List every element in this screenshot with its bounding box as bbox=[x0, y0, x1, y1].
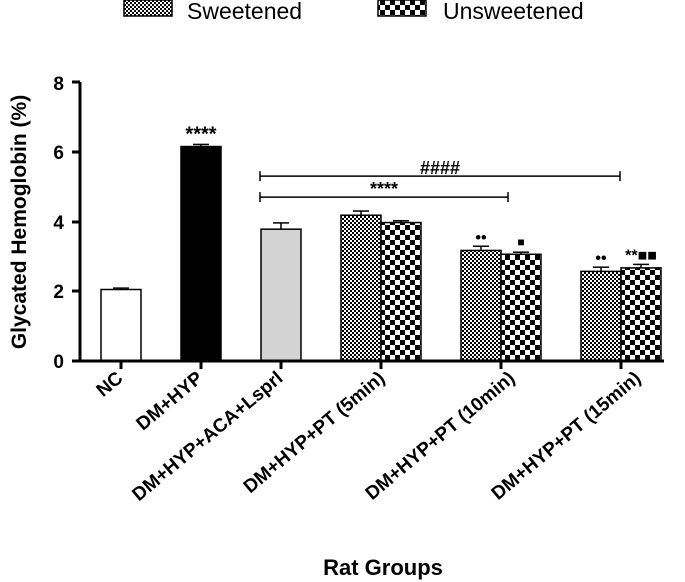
y-tick-label: 0 bbox=[53, 352, 64, 373]
y-tick-label: 4 bbox=[53, 213, 64, 234]
bar bbox=[260, 228, 302, 362]
bracket-label: #### bbox=[420, 158, 460, 178]
y-tick-label: 6 bbox=[53, 143, 64, 164]
legend: Sweetened Unsweetened bbox=[123, 0, 584, 24]
y-tick-label: 2 bbox=[53, 282, 64, 303]
significance-bracket: #### bbox=[259, 158, 621, 182]
significance-marker: •• bbox=[595, 250, 607, 267]
y-tick-label: 8 bbox=[53, 74, 64, 95]
legend-swatch-sweetened bbox=[123, 0, 173, 17]
legend-swatch-unsweetened bbox=[377, 0, 427, 17]
legend-label-sweetened: Sweetened bbox=[187, 0, 302, 24]
significance-marker: •• bbox=[475, 229, 487, 246]
bracket-label: **** bbox=[370, 179, 398, 199]
significance-marker: ■ bbox=[517, 235, 524, 249]
bar bbox=[620, 267, 662, 362]
legend-label-unsweetened: Unsweetened bbox=[443, 0, 584, 24]
bar bbox=[180, 145, 222, 362]
bar bbox=[460, 249, 502, 362]
x-category-labels: NC DM+HYP DM+HYP+ACA+Lsprl DM+HYP+PT (5m… bbox=[93, 368, 646, 506]
significance-bracket: **** bbox=[259, 179, 509, 203]
bar bbox=[380, 221, 422, 362]
axes bbox=[72, 80, 664, 369]
y-tick-labels: 0 2 4 6 8 bbox=[53, 74, 64, 373]
x-axis-title: Rat Groups bbox=[323, 555, 443, 580]
bar bbox=[100, 288, 142, 362]
significance-marker: **■■ bbox=[625, 247, 657, 264]
x-category-label: NC bbox=[93, 368, 128, 402]
y-axis-title: Glycated Hemoglobin (%) bbox=[8, 95, 31, 349]
bars bbox=[100, 143, 662, 362]
bar bbox=[580, 270, 622, 362]
significance-brackets: #### **** bbox=[259, 158, 621, 203]
significance-marker: **** bbox=[185, 123, 216, 145]
bar bbox=[340, 214, 382, 362]
x-category-label: DM+HYP bbox=[133, 368, 208, 436]
bar-annotations: **** •• ■ •• **■■ bbox=[185, 123, 656, 267]
bar bbox=[500, 253, 542, 362]
